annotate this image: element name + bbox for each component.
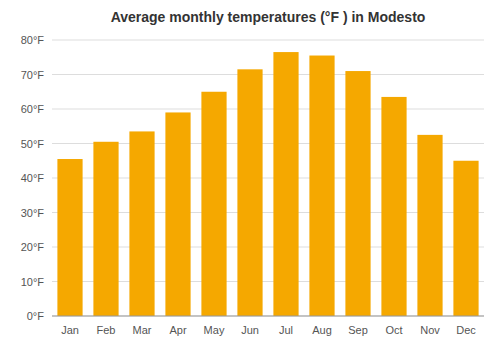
y-tick-label: 30°F [21,207,45,219]
chart: Average monthly temperatures (°F ) in Mo… [0,0,500,350]
y-tick-label: 70°F [21,69,45,81]
bar [129,131,154,316]
bar [201,92,226,316]
y-tick-label: 20°F [21,241,45,253]
bars [57,52,478,316]
x-tick-label: Apr [169,324,186,336]
x-tick-label: Nov [420,324,440,336]
bar [237,69,262,316]
y-tick-label: 0°F [27,310,45,322]
grid-line [52,109,484,110]
y-tick-label: 60°F [21,103,45,115]
x-tick-label: Oct [385,324,402,336]
bar [165,112,190,316]
bar [273,52,298,316]
x-tick-label: May [204,324,225,336]
x-axis-line [52,316,484,317]
bar [453,161,478,316]
y-tick-label: 50°F [21,138,45,150]
y-tick-label: 80°F [21,34,45,46]
x-tick-label: Jul [279,324,293,336]
bar [381,97,406,316]
bar [309,56,334,316]
x-tick-label: Dec [456,324,476,336]
bar [57,159,82,316]
x-tick-label: Feb [97,324,116,336]
x-tick-label: Mar [133,324,152,336]
x-tick-label: Jan [61,324,79,336]
x-tick-label: Aug [312,324,332,336]
grid-line [52,316,484,317]
y-axis: 0°F 10°F 20°F 30°F 40°F 50°F 60°F 70°F 80°F [21,34,484,322]
title: Average monthly temperatures (°F ) in Mo… [111,9,426,25]
x-tick-label: Jun [241,324,259,336]
y-tick-label: 10°F [21,276,45,288]
bar [417,135,442,316]
y-tick-label: 40°F [21,172,45,184]
bar [93,142,118,316]
x-tick-label: Sep [348,324,368,336]
bar [345,71,370,316]
grid-line [52,74,484,75]
x-axis: Jan Feb Mar Apr May Jun Jul Aug Sep Oct Nov Dec [52,316,484,336]
grid-line [52,40,484,41]
